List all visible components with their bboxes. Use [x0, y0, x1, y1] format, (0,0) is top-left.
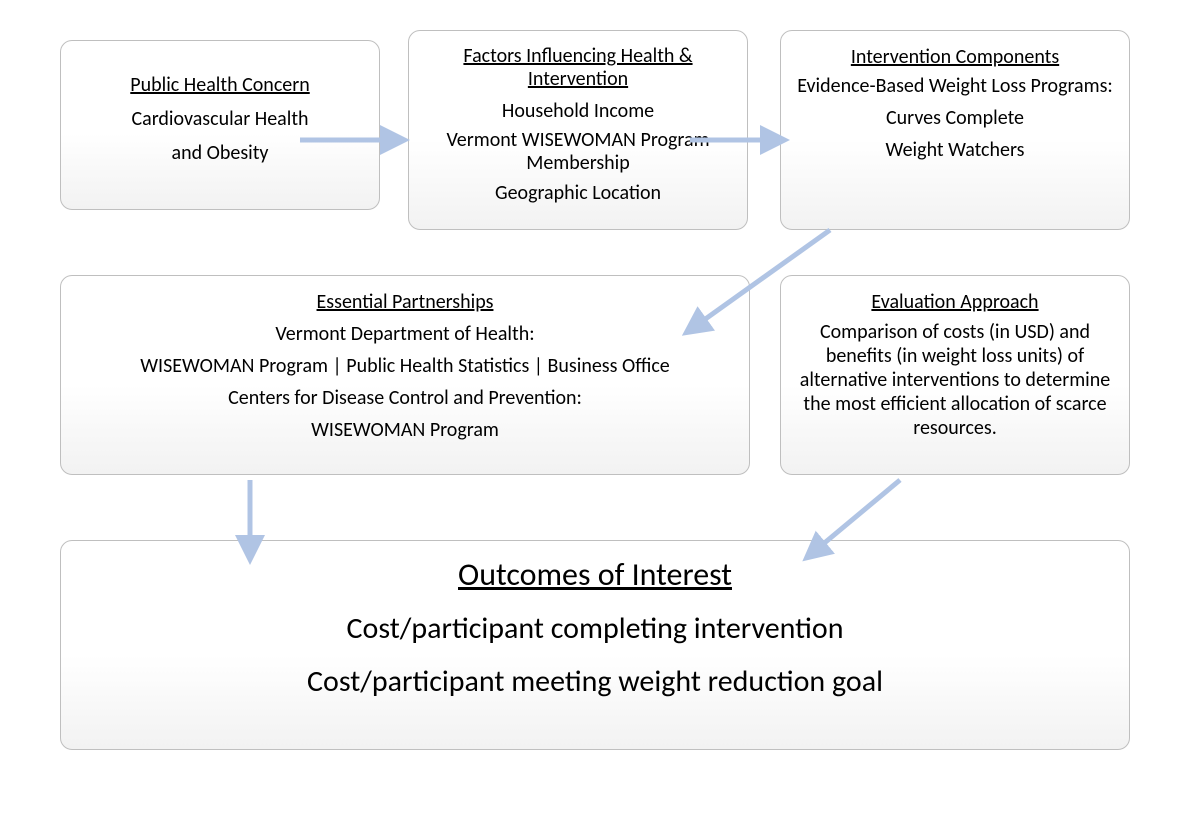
- box-title: Factors Influencing Health & Interventio…: [425, 45, 731, 91]
- box-line: Centers for Disease Control and Preventi…: [77, 386, 733, 410]
- box-line: Vermont Department of Health:: [77, 322, 733, 346]
- box-line: Geographic Location: [425, 181, 731, 205]
- box-line: Comparison of costs (in USD) and benefit…: [797, 320, 1113, 440]
- box-essential-partnerships: Essential Partnerships Vermont Departmen…: [60, 275, 750, 475]
- box-line: Curves Complete: [797, 106, 1113, 130]
- box-intervention-components: Intervention Components Evidence-Based W…: [780, 30, 1130, 230]
- box-title: Outcomes of Interest: [77, 555, 1113, 594]
- box-line: WISEWOMAN Program: [77, 418, 733, 442]
- box-line: Vermont WISEWOMAN Program Membership: [425, 129, 731, 175]
- box-line: Cost/participant meeting weight reductio…: [77, 663, 1113, 700]
- box-line: Evidence-Based Weight Loss Programs:: [797, 75, 1113, 98]
- box-outcomes-of-interest: Outcomes of Interest Cost/participant co…: [60, 540, 1130, 750]
- box-line: WISEWOMAN Program | Public Health Statis…: [77, 354, 733, 378]
- box-title: Public Health Concern: [77, 73, 363, 97]
- box-line: Weight Watchers: [797, 138, 1113, 162]
- box-line: and Obesity: [77, 141, 363, 165]
- box-line: Household Income: [425, 99, 731, 123]
- box-title: Evaluation Approach: [797, 290, 1113, 314]
- box-title: Intervention Components: [797, 45, 1113, 69]
- box-line: Cost/participant completing intervention: [77, 610, 1113, 647]
- box-factors-influencing: Factors Influencing Health & Interventio…: [408, 30, 748, 230]
- box-public-health-concern: Public Health Concern Cardiovascular Hea…: [60, 40, 380, 210]
- box-evaluation-approach: Evaluation Approach Comparison of costs …: [780, 275, 1130, 475]
- box-title: Essential Partnerships: [77, 290, 733, 314]
- box-line: Cardiovascular Health: [77, 107, 363, 131]
